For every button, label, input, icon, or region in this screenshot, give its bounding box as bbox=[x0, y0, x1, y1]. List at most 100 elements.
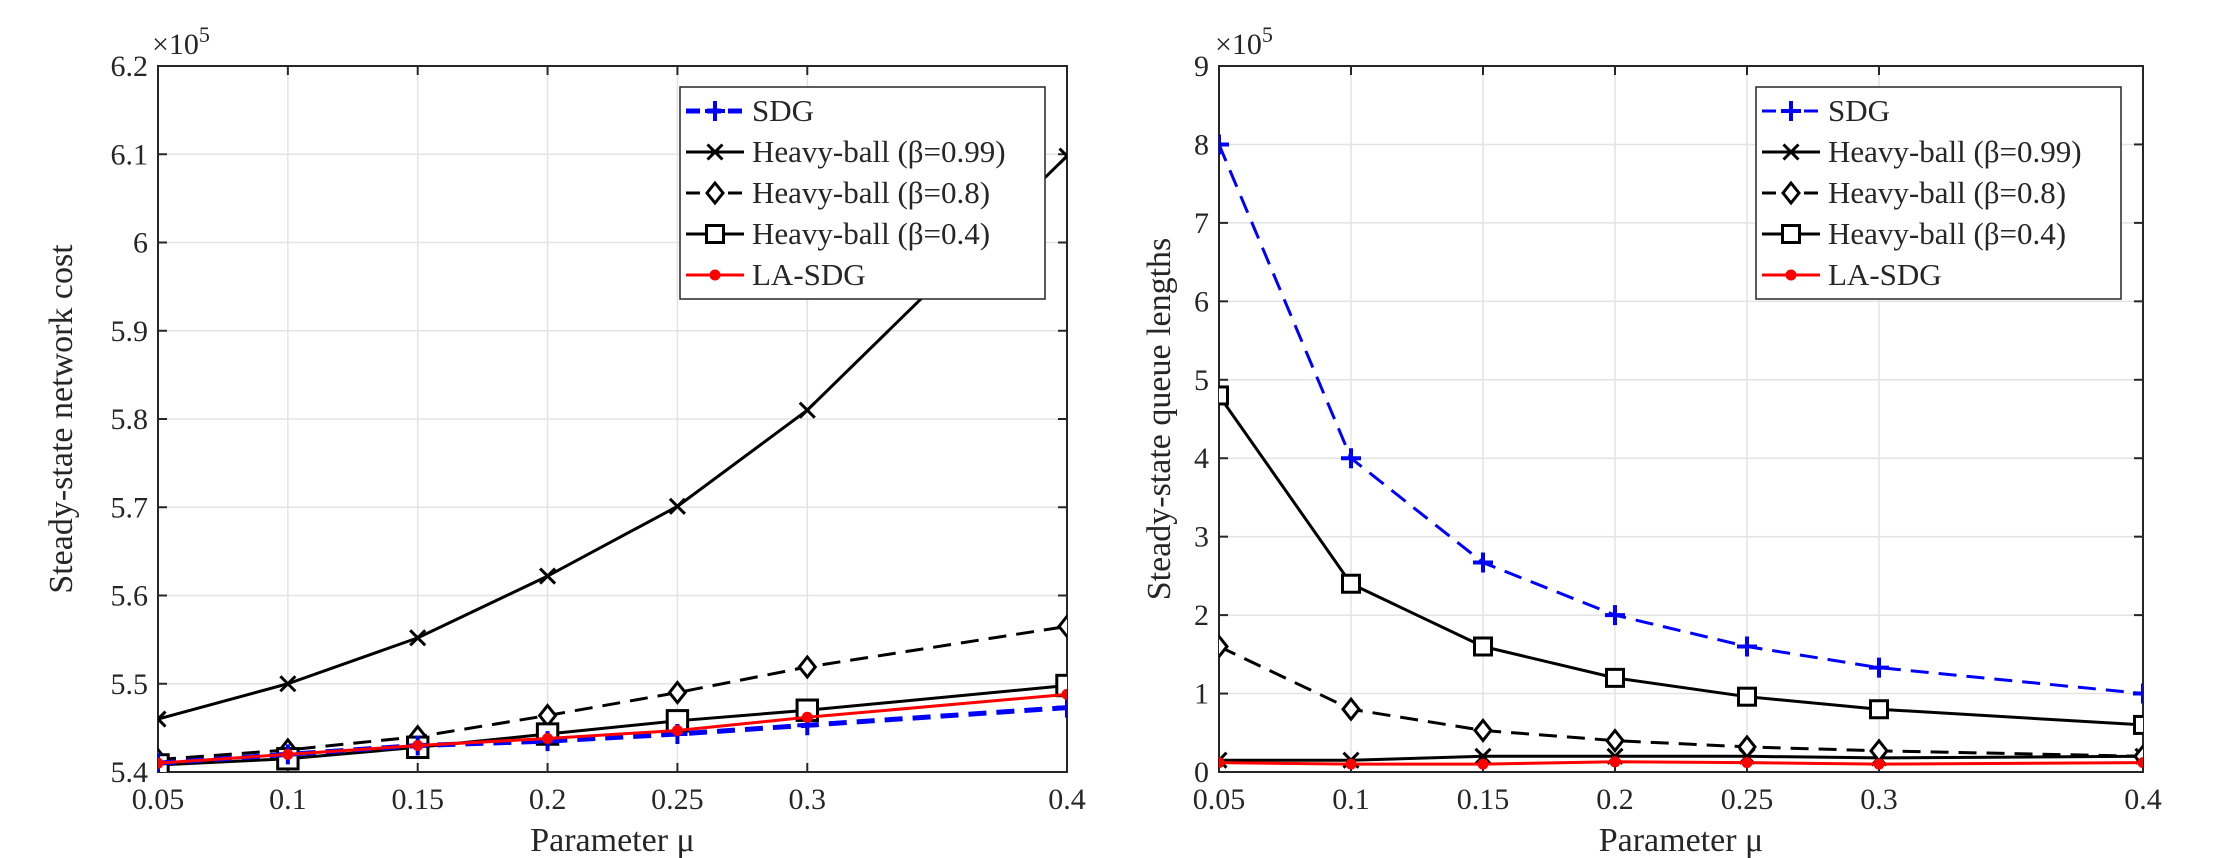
data-point bbox=[1341, 696, 1361, 722]
x-tick-label: 0.25 bbox=[1721, 783, 1774, 816]
data-point bbox=[1055, 673, 1067, 698]
data-point bbox=[282, 748, 294, 760]
legend: SDG Heavy-ball (β=0.99) Heavy-ball (β=0.8)… bbox=[679, 86, 1046, 300]
data-point bbox=[1057, 613, 1067, 639]
legend-entry: Heavy-ball (β=0.4) bbox=[686, 216, 990, 251]
legend-label: LA-SDG bbox=[1828, 257, 1942, 292]
legend-label: Heavy-ball (β=0.4) bbox=[752, 216, 990, 251]
data-point bbox=[1605, 728, 1625, 754]
legend-entry: Heavy-ball (β=0.99) bbox=[1762, 134, 2082, 169]
y-tick-label: 6 bbox=[1194, 285, 1209, 318]
data-point bbox=[1869, 657, 1889, 678]
x-tick-label: 0.2 bbox=[1596, 783, 1634, 816]
data-point bbox=[1605, 605, 1625, 626]
data-point bbox=[1737, 734, 1757, 760]
x-tick-label: 0.1 bbox=[1332, 783, 1370, 816]
legend-entry: Heavy-ball (β=0.8) bbox=[1762, 175, 2066, 210]
legend-entry: SDG bbox=[1762, 93, 1890, 128]
data-point bbox=[667, 680, 688, 705]
legend-marker bbox=[706, 143, 724, 161]
data-point bbox=[412, 740, 424, 752]
y-tick-label: 6.2 bbox=[111, 50, 149, 83]
y-tick-label: 5.4 bbox=[111, 756, 149, 789]
data-point bbox=[797, 654, 818, 680]
y-tick-label: 2 bbox=[1194, 599, 1209, 632]
data-point bbox=[1741, 757, 1753, 769]
data-point bbox=[1473, 718, 1493, 743]
legend-label: SDG bbox=[1828, 93, 1890, 128]
data-point bbox=[1219, 757, 1225, 769]
chart-2: 0.05 0.1 0.15 0.2 0.25 0.3 0.4 0 1 2 3 4 5 6 7 8 9×105 Pa… bbox=[1141, 22, 2162, 858]
y-exponent-label: ×105 bbox=[152, 22, 210, 61]
data-point bbox=[671, 725, 683, 737]
data-point bbox=[1219, 634, 1229, 659]
legend-marker bbox=[1785, 269, 1797, 281]
legend-label: Heavy-ball (β=0.99) bbox=[752, 134, 1006, 169]
x-tick-label: 0.15 bbox=[391, 783, 444, 816]
data-point bbox=[542, 732, 554, 744]
y-tick-label: 9 bbox=[1194, 50, 1209, 83]
legend-label: SDG bbox=[752, 93, 814, 128]
data-point bbox=[1345, 758, 1357, 770]
legend-entry: LA-SDG bbox=[1762, 257, 1942, 292]
legend-label: LA-SDG bbox=[752, 257, 866, 292]
legend-entry: LA-SDG bbox=[686, 257, 866, 292]
data-point bbox=[279, 675, 297, 693]
data-point bbox=[668, 497, 686, 515]
data-point bbox=[1219, 751, 1228, 769]
legend: SDG Heavy-ball (β=0.99) Heavy-ball (β=0.8)… bbox=[1755, 86, 2122, 300]
legend-label: Heavy-ball (β=0.4) bbox=[1828, 216, 2066, 251]
data-point bbox=[158, 710, 167, 728]
series-x bbox=[158, 147, 1067, 728]
data-point bbox=[1605, 667, 1625, 688]
data-point bbox=[539, 567, 557, 585]
data-point bbox=[1058, 147, 1067, 165]
data-point bbox=[1219, 134, 1229, 155]
series-plus bbox=[1219, 134, 2143, 704]
legend-marker bbox=[1781, 180, 1801, 206]
data-point bbox=[1477, 758, 1489, 770]
legend-marker bbox=[705, 180, 725, 206]
legend-entry: SDG bbox=[686, 93, 814, 128]
data-point bbox=[1869, 699, 1889, 720]
legend-entry: Heavy-ball (β=0.8) bbox=[686, 175, 990, 210]
legend-marker bbox=[1781, 224, 1801, 244]
legend-marker bbox=[705, 101, 725, 121]
y-tick-label: 5.9 bbox=[111, 315, 149, 348]
data-point bbox=[801, 711, 813, 723]
legend-label: Heavy-ball (β=0.8) bbox=[752, 175, 990, 210]
x-tick-label: 0.4 bbox=[1048, 783, 1086, 816]
legend-label: Heavy-ball (β=0.8) bbox=[1828, 175, 2066, 210]
legend-label: Heavy-ball (β=0.99) bbox=[1828, 134, 2082, 169]
legend-marker bbox=[1782, 143, 1800, 161]
series-square bbox=[1219, 385, 2143, 735]
data-point bbox=[798, 401, 816, 419]
data-point bbox=[1474, 747, 1492, 765]
y-tick-label: 1 bbox=[1194, 678, 1209, 711]
y-tick-label: 5.7 bbox=[111, 491, 149, 524]
data-point bbox=[2133, 683, 2143, 704]
x-tick-label: 0.2 bbox=[529, 783, 567, 816]
y-tick-label: 3 bbox=[1194, 521, 1209, 554]
x-tick-label: 0.1 bbox=[269, 783, 307, 816]
data-point bbox=[1609, 756, 1621, 768]
data-point bbox=[2133, 714, 2143, 735]
y-tick-label: 6.1 bbox=[111, 138, 149, 171]
data-point bbox=[1473, 552, 1493, 573]
legend-marker bbox=[1781, 101, 1801, 121]
y-tick-label: 0 bbox=[1194, 756, 1209, 789]
data-point bbox=[1061, 688, 1067, 700]
y-tick-label: 6 bbox=[133, 227, 148, 260]
y-tick-label: 5.5 bbox=[111, 668, 149, 701]
x-tick-label: 0.05 bbox=[1193, 783, 1246, 816]
data-point bbox=[1473, 636, 1493, 657]
series-dot bbox=[1219, 756, 2143, 770]
data-point bbox=[409, 629, 427, 647]
x-tick-label: 0.4 bbox=[2124, 783, 2162, 816]
series-diamond bbox=[1219, 634, 2143, 769]
y-tick-label: 7 bbox=[1194, 207, 1209, 240]
y-exponent-label: ×105 bbox=[1215, 22, 1273, 61]
data-point bbox=[1057, 697, 1067, 718]
data-point bbox=[1873, 758, 1885, 770]
